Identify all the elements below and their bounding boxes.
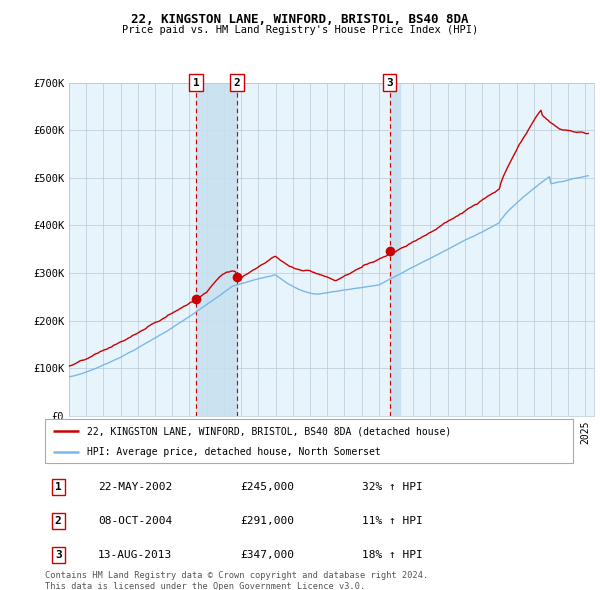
Text: 22, KINGSTON LANE, WINFORD, BRISTOL, BS40 8DA: 22, KINGSTON LANE, WINFORD, BRISTOL, BS4… — [131, 13, 469, 26]
Text: 2: 2 — [234, 78, 241, 87]
Text: 3: 3 — [55, 550, 62, 560]
Text: £245,000: £245,000 — [241, 482, 295, 491]
Text: 18% ↑ HPI: 18% ↑ HPI — [362, 550, 422, 560]
FancyBboxPatch shape — [45, 419, 573, 463]
Text: 2: 2 — [55, 516, 62, 526]
Text: 11% ↑ HPI: 11% ↑ HPI — [362, 516, 422, 526]
Text: Contains HM Land Registry data © Crown copyright and database right 2024.
This d: Contains HM Land Registry data © Crown c… — [45, 571, 428, 590]
Text: 13-AUG-2013: 13-AUG-2013 — [98, 550, 172, 560]
Text: 32% ↑ HPI: 32% ↑ HPI — [362, 482, 422, 491]
Text: 22, KINGSTON LANE, WINFORD, BRISTOL, BS40 8DA (detached house): 22, KINGSTON LANE, WINFORD, BRISTOL, BS4… — [87, 427, 451, 436]
Text: 3: 3 — [386, 78, 393, 87]
Text: Price paid vs. HM Land Registry's House Price Index (HPI): Price paid vs. HM Land Registry's House … — [122, 25, 478, 35]
Text: 1: 1 — [193, 78, 200, 87]
Text: £347,000: £347,000 — [241, 550, 295, 560]
Text: 08-OCT-2004: 08-OCT-2004 — [98, 516, 172, 526]
Text: 1: 1 — [55, 482, 62, 491]
Bar — [389, 83, 400, 416]
Text: HPI: Average price, detached house, North Somerset: HPI: Average price, detached house, Nort… — [87, 447, 381, 457]
Bar — [196, 83, 237, 416]
Text: 22-MAY-2002: 22-MAY-2002 — [98, 482, 172, 491]
Text: £291,000: £291,000 — [241, 516, 295, 526]
